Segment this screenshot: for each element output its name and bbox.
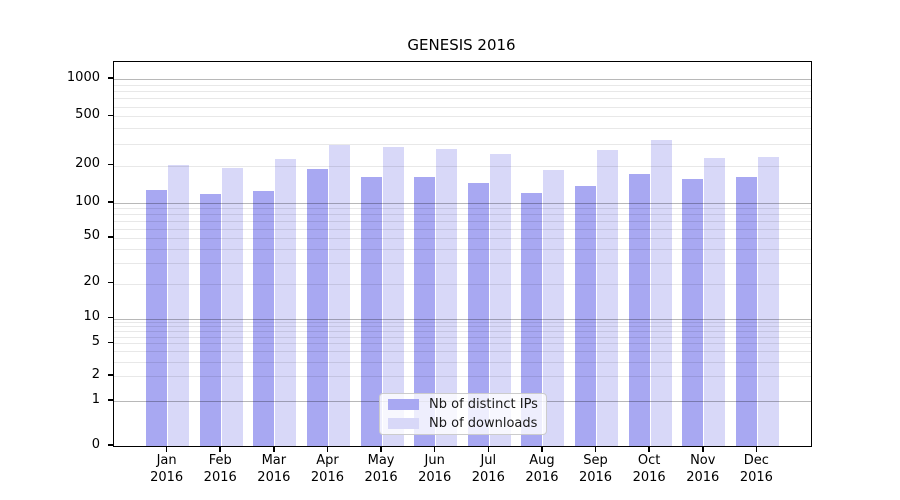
legend-label-downloads: Nb of downloads (429, 416, 538, 431)
bar-distinct-ips (146, 190, 168, 446)
y-tick-label: 0 (91, 436, 100, 452)
x-tick-mark (541, 446, 543, 452)
x-tick-mark (433, 446, 436, 452)
x-tick-label: Jun 2016 (418, 453, 452, 485)
bar-downloads (650, 140, 672, 446)
y-tick-mark (108, 341, 113, 344)
x-tick-label: Nov 2016 (686, 453, 720, 485)
x-tick-mark (326, 446, 329, 452)
x-tick-mark (755, 446, 758, 452)
bar-distinct-ips (253, 190, 275, 446)
x-tick-label: Mar 2016 (257, 453, 291, 485)
y-tick-label: 100 (75, 193, 100, 209)
x-tick-mark (380, 446, 382, 452)
x-tick-label: Jan 2016 (150, 453, 184, 485)
bar-downloads (436, 149, 458, 446)
x-tick-mark (219, 446, 221, 452)
legend-item-distinct-ips: Nb of distinct IPs (380, 397, 546, 413)
y-tick-label: 50 (83, 228, 100, 244)
bar-distinct-ips (306, 169, 328, 446)
bar-distinct-ips (467, 182, 489, 446)
x-tick-mark (273, 446, 275, 452)
y-tick-mark (108, 163, 113, 166)
bar-downloads (328, 145, 350, 446)
legend-item-downloads: Nb of downloads (380, 416, 546, 432)
bar-distinct-ips (199, 194, 221, 446)
y-tick-label: 2 (91, 366, 100, 382)
x-tick-label: May 2016 (364, 453, 398, 485)
x-tick-label: Aug 2016 (525, 453, 559, 485)
y-tick-label: 500 (75, 106, 100, 122)
x-tick-label: Sep 2016 (578, 453, 613, 485)
x-tick-label: Feb 2016 (203, 453, 237, 485)
bar-distinct-ips (360, 177, 382, 446)
bar-downloads (275, 159, 297, 446)
y-tick-mark (108, 399, 113, 401)
bar-distinct-ips (575, 186, 597, 446)
x-tick-mark (487, 446, 490, 452)
bar-distinct-ips (628, 174, 650, 446)
y-tick-mark (108, 316, 113, 319)
x-tick-label: Dec 2016 (739, 453, 773, 485)
y-tick-label: 1000 (66, 69, 100, 85)
legend-label-distinct-ips: Nb of distinct IPs (429, 397, 538, 412)
y-tick-label: 10 (83, 309, 100, 324)
bar-distinct-ips (735, 177, 757, 446)
x-tick-label: Apr 2016 (310, 453, 344, 485)
legend-swatch-downloads (388, 418, 419, 429)
legend-swatch-distinct-ips (388, 399, 419, 410)
chart-title: GENESIS 2016 (407, 36, 516, 54)
x-tick-label: Oct 2016 (632, 453, 666, 485)
bar-downloads (757, 157, 779, 446)
y-tick-mark (108, 236, 113, 238)
y-tick-label: 20 (83, 274, 100, 290)
x-tick-mark (165, 446, 168, 452)
bar-downloads (221, 168, 243, 446)
bar-distinct-ips (682, 179, 704, 446)
x-tick-mark (648, 446, 650, 452)
y-tick-mark (108, 374, 113, 376)
y-tick-label: 1 (91, 391, 100, 407)
bar-downloads (489, 154, 511, 446)
bar-downloads (704, 158, 726, 446)
y-tick-label: 200 (75, 156, 100, 172)
y-tick-mark (108, 201, 113, 203)
legend: Nb of distinct IPs Nb of downloads (379, 393, 547, 435)
bar-distinct-ips (414, 176, 436, 446)
bar-downloads (543, 169, 565, 446)
x-tick-mark (594, 446, 597, 452)
bar-distinct-ips (521, 193, 543, 446)
bar-downloads (168, 165, 190, 446)
x-tick-mark (702, 446, 704, 452)
y-tick-mark (108, 77, 113, 79)
bars-layer (114, 62, 811, 446)
y-tick-mark (108, 114, 113, 117)
plot-area (113, 61, 812, 447)
x-tick-label: Jul 2016 (471, 453, 505, 485)
y-tick-label: 5 (91, 333, 100, 349)
bar-downloads (382, 146, 404, 446)
y-tick-mark (108, 444, 113, 446)
bar-downloads (597, 149, 619, 446)
y-tick-mark (108, 281, 113, 284)
